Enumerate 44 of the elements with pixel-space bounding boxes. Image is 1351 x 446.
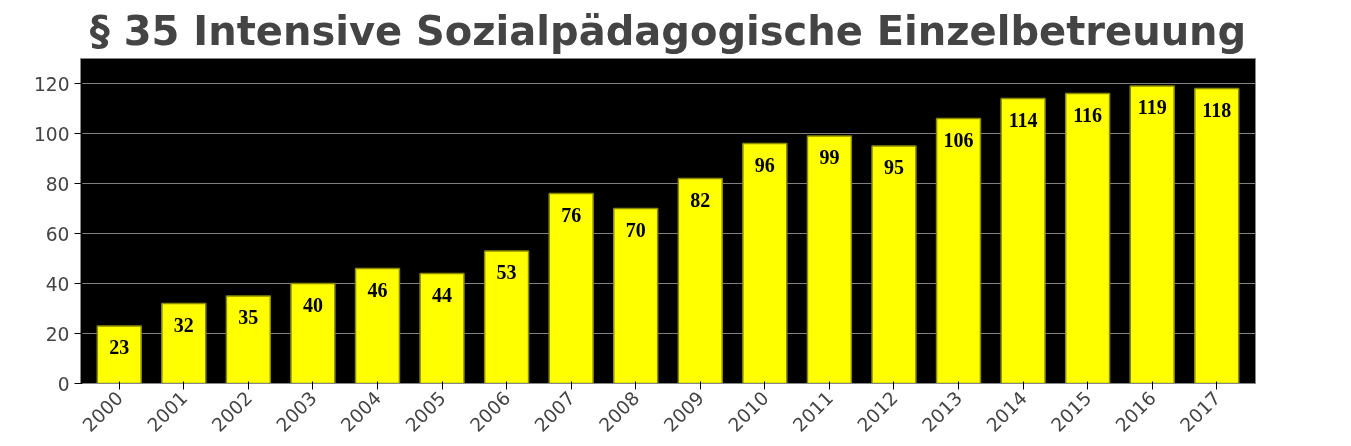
- bar: [548, 192, 594, 384]
- data-label: 32: [173, 313, 194, 336]
- y-tick-label: 0: [57, 373, 70, 395]
- bar: [354, 267, 401, 384]
- bar: [1194, 87, 1240, 384]
- data-label: 99: [819, 146, 840, 168]
- data-label: 95: [883, 156, 904, 178]
- data-label: 76: [561, 203, 582, 226]
- y-tick-label: 80: [45, 173, 70, 195]
- chart-title: § 35 Intensive Sozialpädagogische Einzelbetreuung: [89, 7, 1247, 54]
- bar: [935, 117, 982, 384]
- data-label: 23: [109, 336, 130, 358]
- data-label: 82: [690, 188, 711, 211]
- bar: [419, 272, 465, 384]
- bar: [225, 295, 272, 384]
- bar: [742, 142, 788, 384]
- data-label: 44: [432, 283, 453, 306]
- bar: [677, 177, 723, 384]
- bar: [1129, 85, 1175, 384]
- data-label: 53: [496, 261, 517, 283]
- data-label: 106: [943, 128, 974, 151]
- bar: [613, 207, 659, 384]
- data-label: 40: [302, 293, 323, 316]
- y-tick-label: 20: [45, 323, 70, 345]
- data-label: 46: [367, 278, 388, 301]
- bar: [483, 250, 530, 384]
- data-label: 70: [625, 218, 646, 241]
- bar: [871, 145, 917, 384]
- bar: [806, 135, 853, 384]
- y-tick-label: 60: [45, 223, 70, 245]
- bar: [1064, 92, 1111, 384]
- y-tick-label: 120: [33, 73, 70, 95]
- bar: [1000, 97, 1046, 384]
- data-label: 96: [754, 153, 775, 176]
- data-label: 116: [1073, 103, 1103, 126]
- y-tick-label: 100: [33, 123, 70, 145]
- bar: [290, 282, 336, 384]
- y-tick-label: 40: [45, 273, 70, 295]
- bar: [161, 302, 207, 384]
- data-label: 35: [238, 306, 259, 328]
- data-label: 114: [1008, 108, 1038, 131]
- bar: [96, 325, 142, 384]
- data-label: 119: [1137, 96, 1167, 118]
- data-label: 118: [1202, 98, 1232, 121]
